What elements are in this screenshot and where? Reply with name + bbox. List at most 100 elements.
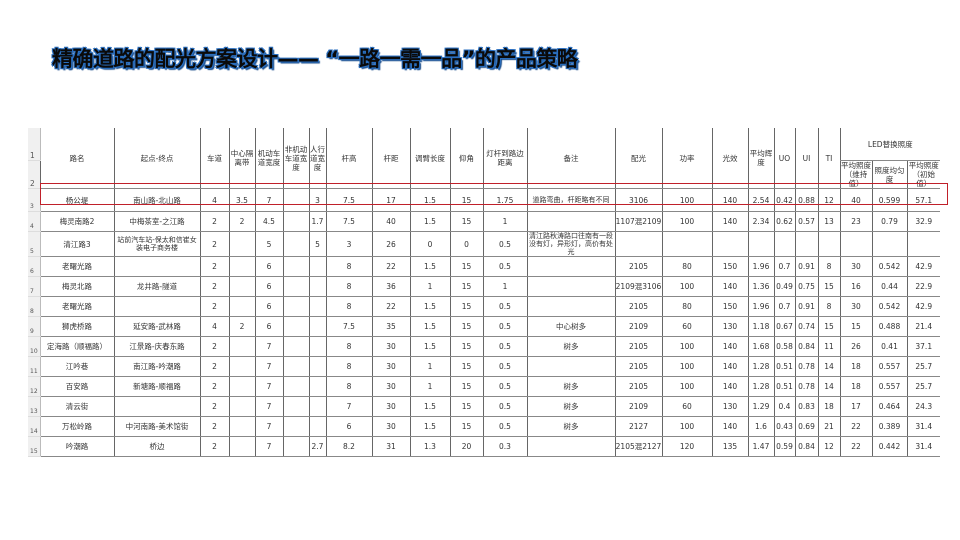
- table-cell[interactable]: 7: [325, 396, 372, 417]
- table-cell[interactable]: 5: [308, 231, 326, 257]
- table-cell[interactable]: 2: [199, 231, 229, 257]
- table-cell[interactable]: [282, 396, 309, 417]
- table-cell[interactable]: 0.3: [482, 436, 527, 457]
- table-cell[interactable]: 7: [254, 188, 283, 212]
- table-cell[interactable]: 1.68: [747, 336, 774, 357]
- table-cell[interactable]: [711, 231, 748, 257]
- table-cell[interactable]: 站前汽车站-保太和信崔女装电子商务楼: [113, 231, 200, 257]
- table-cell[interactable]: 0.7: [773, 256, 795, 277]
- table-cell[interactable]: 3: [308, 188, 326, 212]
- table-cell[interactable]: 7: [254, 336, 283, 357]
- table-cell[interactable]: 2105: [614, 356, 662, 377]
- table-cell[interactable]: 18: [817, 396, 840, 417]
- table-cell[interactable]: 树多: [526, 376, 615, 397]
- row-number[interactable]: 3: [28, 188, 41, 212]
- table-cell[interactable]: 150: [711, 256, 748, 277]
- table-cell[interactable]: 22: [371, 256, 410, 277]
- table-cell[interactable]: 吟潮路: [39, 436, 114, 457]
- table-cell[interactable]: [228, 396, 255, 417]
- table-cell[interactable]: 4.5: [254, 211, 283, 232]
- table-cell[interactable]: 0.78: [794, 376, 818, 397]
- table-cell[interactable]: 0.5: [482, 296, 527, 317]
- table-cell[interactable]: 0.84: [794, 336, 818, 357]
- table-cell[interactable]: 15: [449, 276, 483, 297]
- table-cell[interactable]: 100: [661, 211, 712, 232]
- table-cell[interactable]: 30: [839, 296, 872, 317]
- table-cell[interactable]: 8: [325, 296, 372, 317]
- column-header[interactable]: 调臂长度: [409, 128, 450, 189]
- table-cell[interactable]: 36: [371, 276, 410, 297]
- table-cell[interactable]: 树多: [526, 336, 615, 357]
- table-cell[interactable]: 树多: [526, 396, 615, 417]
- table-cell[interactable]: 0: [409, 231, 450, 257]
- table-cell[interactable]: 7.5: [325, 316, 372, 337]
- table-cell[interactable]: 2.7: [308, 436, 326, 457]
- table-cell[interactable]: 22.9: [906, 276, 940, 297]
- table-cell[interactable]: 1.6: [747, 416, 774, 437]
- table-cell[interactable]: 7: [254, 396, 283, 417]
- table-cell[interactable]: 0.51: [773, 356, 795, 377]
- table-cell[interactable]: 0.62: [773, 211, 795, 232]
- table-cell[interactable]: 新塘路-顺福路: [113, 376, 200, 397]
- table-cell[interactable]: 30: [371, 376, 410, 397]
- table-cell[interactable]: 100: [661, 188, 712, 212]
- table-cell[interactable]: 13: [817, 211, 840, 232]
- table-cell[interactable]: 30: [371, 396, 410, 417]
- table-cell[interactable]: 7: [254, 436, 283, 457]
- table-cell[interactable]: 100: [661, 276, 712, 297]
- table-cell[interactable]: 0.44: [871, 276, 907, 297]
- table-cell[interactable]: 0.5: [482, 256, 527, 277]
- table-cell[interactable]: 中梅茶室-之江路: [113, 211, 200, 232]
- table-cell[interactable]: 25.7: [906, 376, 940, 397]
- table-cell[interactable]: 30: [371, 336, 410, 357]
- table-cell[interactable]: [526, 276, 615, 297]
- table-cell[interactable]: 2105: [614, 296, 662, 317]
- table-cell[interactable]: 30: [371, 356, 410, 377]
- row-number[interactable]: 1: [28, 128, 41, 161]
- table-cell[interactable]: 0.69: [794, 416, 818, 437]
- table-cell[interactable]: 30: [371, 416, 410, 437]
- table-cell[interactable]: 1.5: [409, 211, 450, 232]
- table-cell[interactable]: 0.442: [871, 436, 907, 457]
- table-cell[interactable]: 18: [839, 376, 872, 397]
- table-cell[interactable]: 60: [661, 316, 712, 337]
- table-cell[interactable]: [228, 416, 255, 437]
- table-cell[interactable]: [871, 231, 907, 257]
- column-header[interactable]: 非机动车道宽度: [282, 128, 309, 189]
- table-cell[interactable]: 140: [711, 211, 748, 232]
- table-cell[interactable]: 1.29: [747, 396, 774, 417]
- table-cell[interactable]: 100: [661, 356, 712, 377]
- table-cell[interactable]: 100: [661, 376, 712, 397]
- row-number[interactable]: 6: [28, 256, 41, 277]
- table-cell[interactable]: 0: [449, 231, 483, 257]
- table-cell[interactable]: 15: [449, 256, 483, 277]
- table-cell[interactable]: 0.488: [871, 316, 907, 337]
- row-number[interactable]: 2: [28, 160, 41, 189]
- table-cell[interactable]: 2.54: [747, 188, 774, 212]
- table-cell[interactable]: 8: [817, 296, 840, 317]
- table-cell[interactable]: 清江路秋涛路口往南有一段没有灯，异形灯，高价有处光: [526, 231, 615, 257]
- table-cell[interactable]: 1.36: [747, 276, 774, 297]
- table-cell[interactable]: [228, 356, 255, 377]
- table-cell[interactable]: [228, 231, 255, 257]
- table-cell[interactable]: 8: [325, 356, 372, 377]
- table-cell[interactable]: [773, 231, 795, 257]
- table-cell[interactable]: 2.34: [747, 211, 774, 232]
- table-cell[interactable]: 江景路-庆春东路: [113, 336, 200, 357]
- table-cell[interactable]: 道路弯曲，杆距略有不同: [526, 188, 615, 212]
- table-cell[interactable]: [228, 256, 255, 277]
- table-cell[interactable]: 5: [254, 231, 283, 257]
- table-cell[interactable]: [747, 231, 774, 257]
- table-cell[interactable]: 3.5: [228, 188, 255, 212]
- table-cell[interactable]: [906, 231, 940, 257]
- table-cell[interactable]: 6: [254, 276, 283, 297]
- table-cell[interactable]: 26: [371, 231, 410, 257]
- table-cell[interactable]: [228, 296, 255, 317]
- table-cell[interactable]: 0.84: [794, 436, 818, 457]
- table-cell[interactable]: 1.28: [747, 356, 774, 377]
- table-cell[interactable]: 14: [817, 356, 840, 377]
- table-cell[interactable]: 0.57: [794, 211, 818, 232]
- table-cell[interactable]: 江吟巷: [39, 356, 114, 377]
- table-cell[interactable]: 8.2: [325, 436, 372, 457]
- table-cell[interactable]: 120: [661, 436, 712, 457]
